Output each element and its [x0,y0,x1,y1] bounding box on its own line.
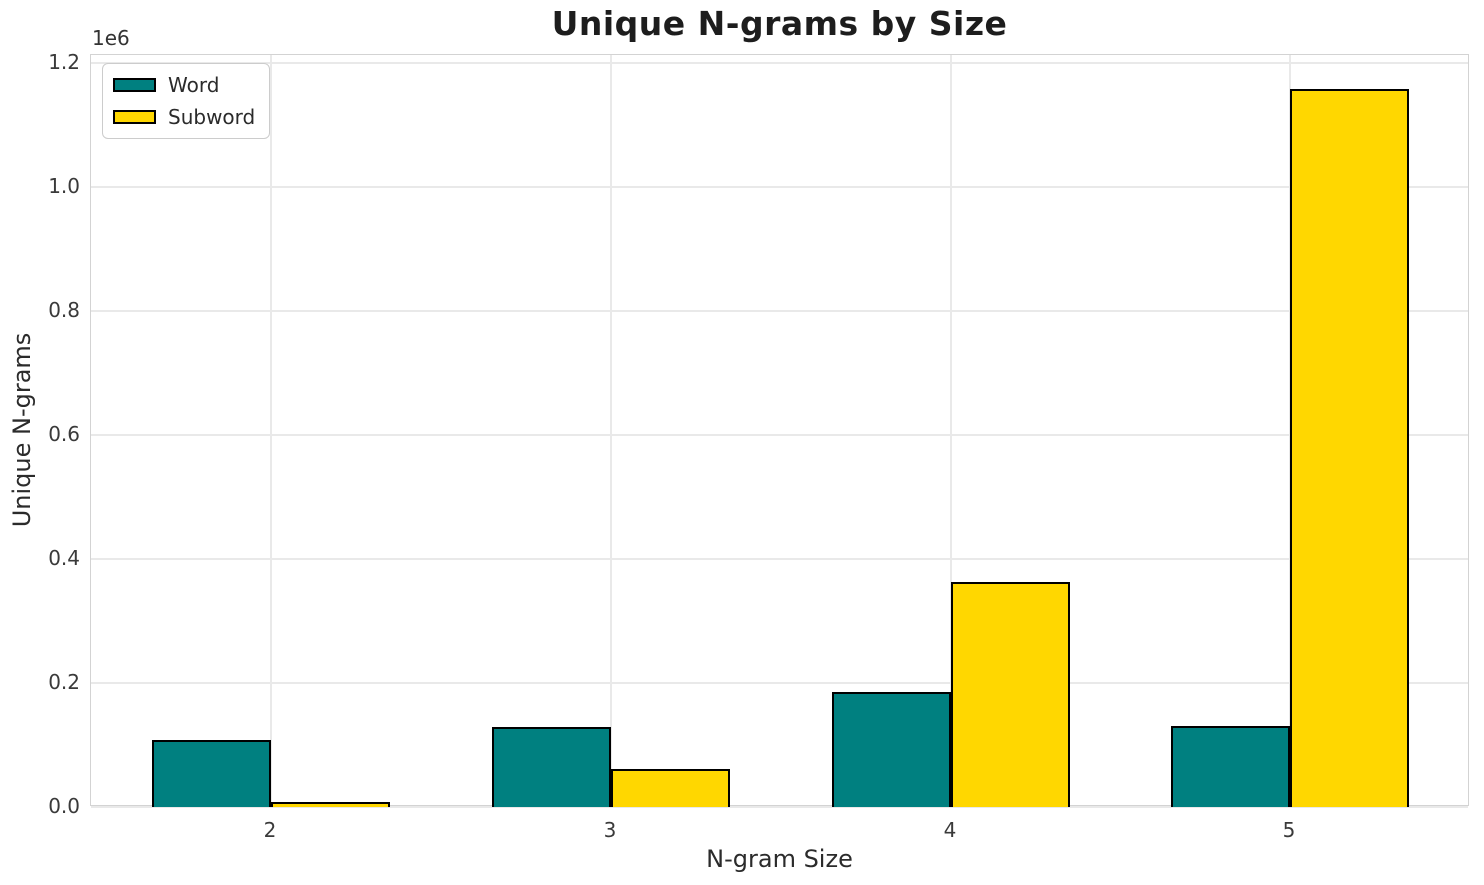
x-tick-label: 3 [603,818,617,842]
legend-label: Subword [168,105,256,129]
bar-word-2 [151,740,271,807]
y-tick-label: 0.6 [48,422,80,447]
legend-swatch-subword [113,110,156,124]
chart-title: Unique N-grams by Size [551,4,1008,43]
legend-item-word: Word [113,74,255,96]
bar-subword-2 [270,802,390,807]
legend-swatch-word [113,78,156,92]
h-gridline [91,62,1468,65]
y-tick-label: 0.4 [48,546,80,571]
legend: Word Subword [102,63,271,139]
v-gridline [949,55,952,805]
plot-area: Word Subword [90,54,1469,808]
h-gridline [91,806,1468,808]
v-gridline [610,55,613,805]
y-axis-offset-label: 1e6 [92,26,130,50]
y-tick-label: 0.8 [48,298,80,323]
y-tick-label: 1.2 [48,50,80,75]
h-gridline [91,558,1468,561]
legend-item-subword: Subword [113,106,255,128]
h-gridline [91,310,1468,313]
y-tick-label: 0.2 [48,670,80,694]
bar-word-4 [831,691,951,807]
x-tick-label: 2 [263,818,277,842]
legend-label: Word [168,73,220,97]
bar-subword-5 [1290,89,1410,807]
bar-word-5 [1171,725,1291,807]
bar-subword-3 [611,769,731,807]
v-gridline [269,55,272,805]
x-tick-label: 4 [943,818,957,842]
x-axis-label: N-gram Size [706,845,853,873]
y-tick-label: 1.0 [48,174,80,199]
bar-word-3 [492,727,612,807]
h-gridline [91,434,1468,437]
h-gridline [91,682,1468,684]
bar-subword-4 [950,581,1070,807]
y-tick-label: 0.0 [48,794,80,818]
h-gridline [91,186,1468,189]
x-tick-label: 5 [1282,818,1296,842]
